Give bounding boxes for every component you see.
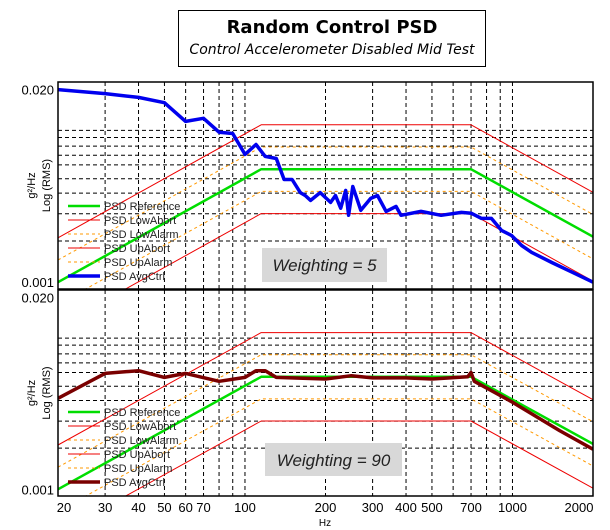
x-tick-label: 500 (421, 500, 443, 515)
x-tick-label: 40 (131, 500, 145, 515)
x-tick-label: 700 (460, 500, 482, 515)
series-psd-upabort (58, 124, 593, 239)
y-axis-label: g²/Hz (26, 380, 38, 406)
legend-label: PSD UpAlarm (104, 463, 172, 475)
series-psd-lowabort (124, 213, 593, 289)
title-box: Random Control PSD Control Accelerometer… (178, 10, 486, 67)
y-tick-label: 0.020 (21, 83, 54, 98)
weighting-box (265, 443, 402, 476)
x-tick-label: 2000 (565, 500, 594, 515)
series-psd-lowalarm (84, 398, 593, 496)
chart-title: Random Control PSD (226, 17, 438, 38)
y-tick-label: 0.020 (21, 291, 54, 306)
series-psd-avgctrl (58, 87, 593, 284)
y-axis-sublabel: Log (RMS) (41, 159, 53, 212)
x-tick-label: 200 (315, 500, 337, 515)
chart-subtitle: Control Accelerometer Disabled Mid Test (189, 42, 475, 58)
x-tick-label: 30 (98, 500, 112, 515)
legend: PSD Reference PSD LowAbort PSD LowAlarm PSD… (68, 407, 180, 489)
legend-label: PSD LowAbort (104, 421, 176, 433)
weighting-box (262, 248, 387, 282)
series-psd-lowabort (124, 420, 593, 496)
legend-label: PSD Reference (104, 201, 180, 213)
x-tick-label: 50 (157, 500, 171, 515)
x-axis-label: Hz (319, 518, 331, 529)
legend-label: PSD UpAlarm (104, 257, 172, 269)
series-psd-upalarm (58, 146, 593, 261)
x-tick-label: 300 (362, 500, 384, 515)
x-tick-label: 400 (395, 500, 417, 515)
y-tick-label: 0.001 (21, 275, 54, 290)
weighting-label: Weighting = 5 (272, 256, 377, 275)
series-psd-upabort (58, 332, 593, 446)
series-psd-reference (58, 167, 593, 284)
legend-label: PSD Reference (104, 407, 180, 419)
x-tick-label: 60 (178, 500, 192, 515)
plot-frame (57, 289, 594, 497)
series-psd-avgctrl (58, 368, 593, 451)
y-axis-label: g²/Hz (26, 172, 38, 198)
legend-label: PSD LowAbort (104, 215, 176, 227)
y-tick-label: 0.001 (21, 482, 54, 497)
series-psd-lowalarm (84, 190, 593, 289)
legend-label: PSD LowAlarm (104, 229, 179, 241)
legend-label: PSD UpAbort (104, 243, 170, 255)
legend-label: PSD AvgCtrl (104, 271, 165, 283)
legend-label: PSD LowAlarm (104, 435, 179, 447)
weighting-label: Weighting = 90 (277, 451, 391, 470)
legend-label: PSD AvgCtrl (104, 477, 165, 489)
x-tick-label: 20 (57, 500, 71, 515)
legend-label: PSD UpAbort (104, 449, 170, 461)
plot-frame (57, 81, 594, 290)
x-tick-label: 1000 (498, 500, 527, 515)
x-tick-label: 100 (234, 500, 256, 515)
series-psd-upalarm (58, 354, 593, 468)
x-tick-label: 70 (196, 500, 210, 515)
y-axis-sublabel: Log (RMS) (41, 366, 53, 419)
legend: PSD Reference PSD LowAbort PSD LowAlarm PSD… (68, 201, 180, 283)
